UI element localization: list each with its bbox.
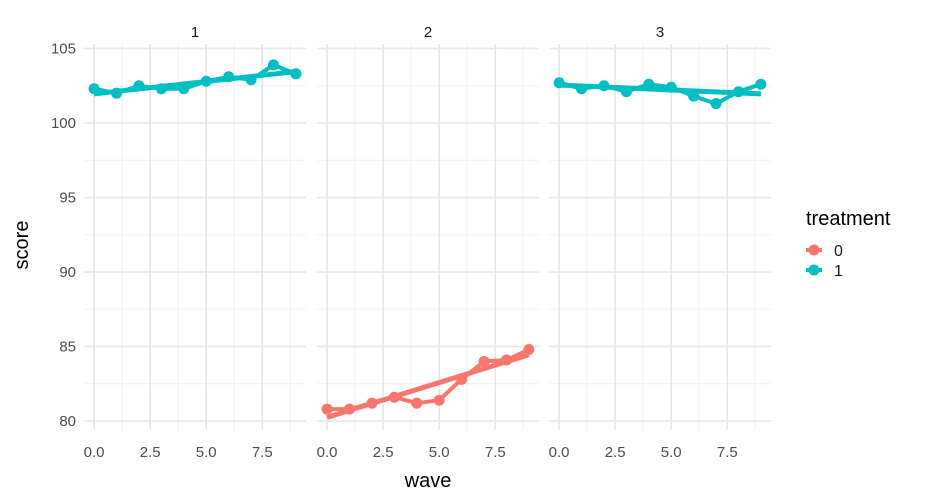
facet-strip-label: 3 bbox=[656, 24, 664, 41]
data-point bbox=[111, 87, 123, 99]
facet-strip-label: 1 bbox=[191, 24, 199, 41]
x-tick-label: 2.5 bbox=[140, 444, 161, 461]
data-point bbox=[133, 80, 145, 92]
y-tick-label: 105 bbox=[51, 40, 76, 57]
x-tick-label: 0.0 bbox=[549, 444, 570, 461]
y-tick-label: 85 bbox=[59, 339, 76, 356]
data-point bbox=[411, 397, 423, 409]
y-tick-label: 100 bbox=[51, 115, 76, 132]
data-point bbox=[155, 83, 167, 95]
series-line bbox=[93, 62, 297, 96]
y-axis-title: score bbox=[11, 221, 33, 270]
data-point bbox=[688, 90, 700, 102]
facet-panel-2: 2 bbox=[317, 24, 539, 430]
facet-panels: 1 2 3 bbox=[84, 24, 771, 430]
data-point bbox=[267, 59, 279, 71]
data-point bbox=[643, 78, 655, 90]
facet-panel-1: 1 bbox=[84, 24, 306, 430]
x-tick-label: 7.5 bbox=[717, 444, 738, 461]
data-point bbox=[366, 397, 378, 409]
data-point bbox=[388, 391, 400, 403]
x-tick-label: 5.0 bbox=[661, 444, 682, 461]
series-treatment-0 bbox=[321, 344, 535, 420]
x-tick-label: 7.5 bbox=[485, 444, 506, 461]
data-point bbox=[620, 86, 632, 98]
data-point bbox=[523, 344, 535, 356]
facet-strip-label: 2 bbox=[424, 24, 432, 41]
data-point bbox=[290, 68, 302, 80]
data-point bbox=[478, 355, 490, 367]
legend-key-point bbox=[808, 264, 820, 276]
y-axis: 80 85 90 95 100 105 bbox=[51, 40, 76, 430]
legend: treatment 01 bbox=[806, 208, 891, 280]
legend-label: 1 bbox=[834, 263, 843, 280]
legend-label: 0 bbox=[834, 243, 843, 260]
x-tick-label: 5.0 bbox=[196, 444, 217, 461]
data-point bbox=[245, 74, 257, 86]
legend-title: treatment bbox=[806, 208, 891, 230]
x-tick-label: 7.5 bbox=[252, 444, 273, 461]
data-point bbox=[223, 71, 235, 83]
y-tick-label: 95 bbox=[59, 190, 76, 207]
series-line bbox=[558, 80, 762, 106]
x-tick-label: 5.0 bbox=[429, 444, 450, 461]
series-treatment-1 bbox=[553, 77, 767, 110]
legend-entry-1: 1 bbox=[806, 263, 843, 280]
legend-entry-0: 0 bbox=[806, 243, 843, 260]
data-point bbox=[553, 77, 565, 89]
x-tick-label: 2.5 bbox=[605, 444, 626, 461]
data-point bbox=[433, 394, 445, 406]
x-axis-title: wave bbox=[404, 470, 452, 492]
y-tick-label: 80 bbox=[59, 413, 76, 430]
series-line bbox=[327, 347, 530, 412]
legend-entries: 01 bbox=[806, 243, 843, 280]
data-point bbox=[456, 373, 468, 385]
series-treatment-1 bbox=[88, 59, 302, 99]
data-point bbox=[200, 75, 212, 87]
data-point bbox=[665, 81, 677, 93]
data-point bbox=[88, 83, 100, 95]
x-tick-label: 2.5 bbox=[373, 444, 394, 461]
x-tick-label: 0.0 bbox=[317, 444, 338, 461]
legend-key-point bbox=[808, 244, 820, 256]
data-point bbox=[576, 83, 588, 95]
data-point bbox=[500, 354, 512, 366]
data-point bbox=[178, 83, 190, 95]
x-axis: 0.0 2.5 5.0 7.5 0.0 2.5 5.0 7.5 0.0 2.5 5.0 7.5 bbox=[84, 444, 738, 461]
data-point bbox=[598, 80, 610, 92]
data-point bbox=[732, 86, 744, 98]
data-point bbox=[344, 403, 356, 415]
x-tick-label: 0.0 bbox=[84, 444, 105, 461]
y-tick-label: 90 bbox=[59, 264, 76, 281]
data-point bbox=[321, 403, 333, 415]
data-point bbox=[755, 78, 767, 90]
data-point bbox=[710, 98, 722, 110]
facet-panel-3: 3 bbox=[549, 24, 771, 430]
